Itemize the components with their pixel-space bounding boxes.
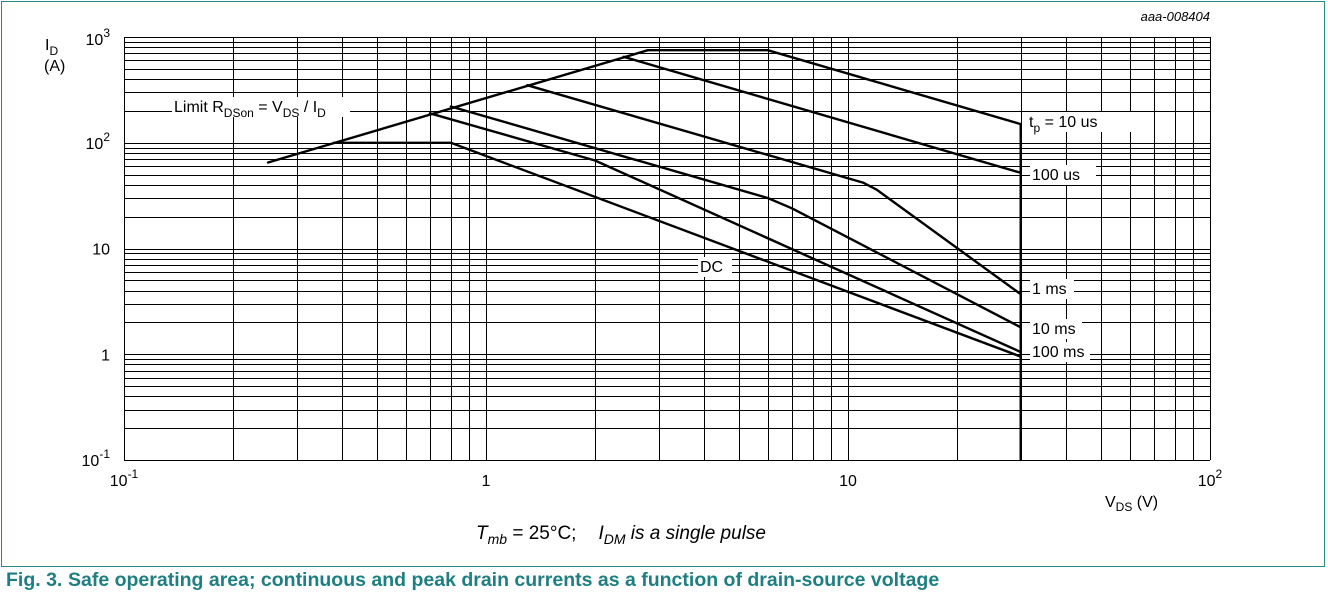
series-dc-line <box>332 141 1022 358</box>
series-10-ms-line <box>449 105 1022 329</box>
label-background <box>1027 112 1133 132</box>
label-100us-text: 100 us <box>1032 167 1080 184</box>
label-span: 10 ms <box>1032 321 1076 338</box>
label-span: DC <box>700 259 723 276</box>
label-tp-10us: tp = 10 us <box>1027 112 1133 135</box>
curves <box>266 49 1022 462</box>
tick-exponent: -1 <box>99 447 110 461</box>
y-tick-label: 103 <box>86 26 111 49</box>
label-background <box>1030 342 1090 362</box>
tick-base: 10 <box>86 32 104 49</box>
label-100ms: 100 ms <box>1030 342 1090 362</box>
figure-number: Fig. 3. <box>6 569 63 591</box>
label-span: = 10 us <box>1040 114 1097 131</box>
limit-rdson-label: Limit RDSon = VDS / ID <box>172 97 350 120</box>
label-background <box>172 97 350 117</box>
label-span: 1 ms <box>1032 281 1067 298</box>
label-tp-10us-text: tp = 10 us <box>1029 114 1098 135</box>
x-tick-label: 10 <box>839 473 857 490</box>
series-100-ms-line <box>428 112 1022 354</box>
label-span: t <box>1029 114 1034 131</box>
label-background <box>1030 165 1096 185</box>
doc-id: aaa-008404 <box>1141 9 1210 24</box>
label-span: Limit R <box>174 99 224 116</box>
label-span: = V <box>254 99 283 116</box>
label-1ms: 1 ms <box>1030 279 1074 299</box>
tick-base: 10 <box>86 136 104 153</box>
y-tick-label: 10 <box>92 242 110 259</box>
label-10ms: 10 ms <box>1030 319 1082 339</box>
label-100us: 100 us <box>1030 165 1096 185</box>
tick-base: 10 <box>1198 473 1216 490</box>
figure-frame: aaa-008404 10-1 1 10 102 103 10-1 1 10 102 Limit… <box>1 1 1325 567</box>
tick-exponent: -1 <box>128 467 139 481</box>
series-1-ms-line <box>526 83 1022 296</box>
label-span: DS <box>283 106 300 120</box>
label-dc: DC <box>698 257 732 277</box>
label-background <box>1030 279 1074 299</box>
label-background <box>1030 319 1082 339</box>
condition-text: Tmb = 25°C; IDM is a single pulse <box>476 523 766 547</box>
x-tick-label: 10-1 <box>110 467 139 490</box>
tick-exponent: 2 <box>1216 467 1223 481</box>
grid <box>124 37 1211 461</box>
y-axis-unit: (A) <box>44 58 65 75</box>
y-axis-label: ID <box>45 37 58 58</box>
x-tick-label: 1 <box>482 473 491 490</box>
series-t-p-10-us-line <box>646 49 1022 126</box>
label-100ms-text: 100 ms <box>1032 344 1084 361</box>
y-tick-label: 10-1 <box>82 447 111 470</box>
limit-rdson-label-text: Limit RDSon = VDS / ID <box>174 99 326 120</box>
y-tick-label: 102 <box>86 130 111 153</box>
label-background <box>698 257 732 277</box>
tick-base: 10 <box>82 453 100 470</box>
x-axis-label: VDS (V) <box>1105 494 1158 514</box>
tick-base: 10 <box>110 473 128 490</box>
label-dc-text: DC <box>700 259 723 276</box>
limit-rdson-line <box>266 49 650 164</box>
label-span: 100 ms <box>1032 344 1084 361</box>
label-1ms-text: 1 ms <box>1032 281 1067 298</box>
x-tick-label: 102 <box>1198 467 1223 490</box>
tick-base: 1 <box>101 347 110 364</box>
label-span: D <box>317 106 326 120</box>
tick-base: 1 <box>482 473 491 490</box>
label-span: / I <box>299 99 317 116</box>
tick-exponent: 2 <box>103 130 110 144</box>
y-tick-label: 1 <box>101 347 110 364</box>
label-span: 100 us <box>1032 167 1080 184</box>
tick-exponent: 3 <box>103 26 110 40</box>
label-span: p <box>1033 121 1040 135</box>
tick-base: 10 <box>92 242 110 259</box>
figure-title: Safe operating area; continuous and peak… <box>68 569 940 591</box>
figure-caption: Fig. 3. Safe operating area; continuous a… <box>6 569 939 592</box>
tick-base: 10 <box>839 473 857 490</box>
label-10ms-text: 10 ms <box>1032 321 1076 338</box>
label-span: DSon <box>224 106 254 120</box>
series-100-us-line <box>622 55 1022 175</box>
